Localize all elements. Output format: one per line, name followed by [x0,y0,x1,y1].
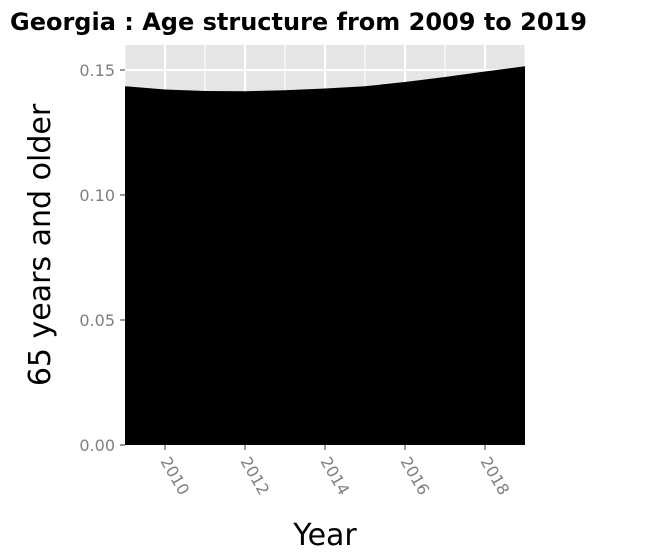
y-axis-title: 65 years and older [23,103,58,386]
y-tick-label: 0.00 [79,436,115,455]
x-tick-label: 2012 [237,454,274,499]
y-tick-label: 0.15 [79,61,115,80]
y-axis: 0.00 0.05 0.10 0.15 [79,61,125,455]
y-tick-label: 0.05 [79,311,115,330]
y-tick-label: 0.10 [79,186,115,205]
x-tick-label: 2014 [317,454,354,499]
x-axis-title: Year [292,518,357,553]
x-tick-label: 2010 [157,454,194,499]
chart-title: Georgia : Age structure from 2009 to 201… [10,8,587,36]
x-tick-label: 2016 [397,454,434,499]
area-series [125,66,525,445]
x-axis: 2010 2012 2014 2016 2018 [157,445,514,499]
x-tick-label: 2018 [477,454,514,499]
